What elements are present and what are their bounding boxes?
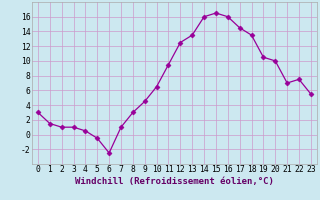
X-axis label: Windchill (Refroidissement éolien,°C): Windchill (Refroidissement éolien,°C) [75, 177, 274, 186]
